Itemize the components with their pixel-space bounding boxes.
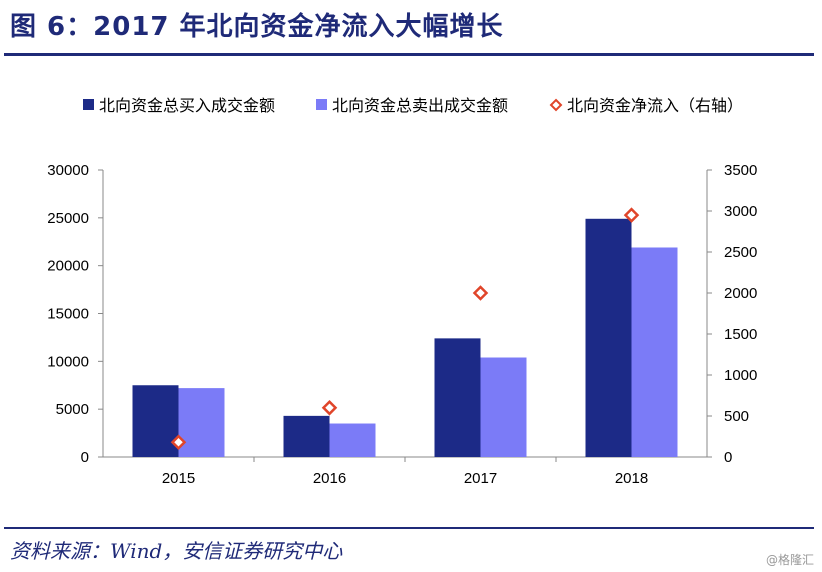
title-divider [4, 53, 814, 56]
buy-bar [132, 385, 179, 457]
net-inflow-point [623, 207, 640, 223]
source-divider [4, 527, 814, 529]
right-tick-label: 1500 [724, 326, 757, 343]
legend-swatch [83, 99, 94, 110]
legend-swatch [549, 98, 563, 112]
left-tick-label: 15000 [47, 306, 89, 323]
watermark: @格隆汇 [765, 553, 814, 567]
right-tick-label: 1000 [724, 367, 757, 384]
net-inflow-point [321, 400, 338, 416]
legend-swatch [316, 99, 327, 110]
net-inflow-point [472, 285, 489, 301]
chart-marks [132, 207, 678, 457]
right-tick-label: 500 [724, 408, 749, 425]
left-tick-label: 0 [81, 449, 89, 466]
legend-label: 北向资金总卖出成交金额 [332, 97, 508, 115]
left-tick-label: 30000 [47, 162, 89, 179]
right-tick-label: 0 [724, 449, 732, 466]
x-tick-label: 2017 [464, 470, 497, 487]
legend-label: 北向资金总买入成交金额 [99, 97, 275, 115]
net-inflow-point [170, 434, 187, 451]
chart-title: 图 6：2017 年北向资金净流入大幅增长 [10, 12, 504, 42]
x-tick-label: 2015 [162, 470, 195, 487]
right-tick-label: 2500 [724, 244, 757, 261]
buy-bar [585, 218, 632, 457]
source-note: 资料来源：Wind，安信证券研究中心 [10, 539, 343, 563]
buy-bar [283, 415, 330, 457]
buy-bar [434, 338, 481, 457]
right-tick-label: 3500 [724, 162, 757, 179]
sell-bar [631, 247, 678, 457]
legend-label: 北向资金净流入（右轴） [567, 97, 743, 115]
sell-bar [329, 423, 376, 457]
sell-bar [480, 357, 527, 457]
left-tick-label: 25000 [47, 210, 89, 227]
x-tick-label: 2018 [615, 470, 648, 487]
legend: 北向资金总买入成交金额 北向资金总卖出成交金额 北向资金净流入（右轴） [83, 97, 743, 115]
sell-bar [178, 388, 225, 457]
x-tick-label: 2016 [313, 470, 346, 487]
left-tick-label: 5000 [56, 401, 89, 418]
right-tick-label: 2000 [724, 285, 757, 302]
left-tick-label: 10000 [47, 353, 89, 370]
axes: 0 5000 10000 15000 20000 25000 30000 0 500 1000 15… [47, 162, 757, 487]
chart-area: 北向资金总买入成交金额 北向资金总卖出成交金额 北向资金净流入（右轴） 050001… [47, 97, 757, 487]
right-tick-label: 3000 [724, 203, 757, 220]
left-tick-label: 20000 [47, 258, 89, 275]
